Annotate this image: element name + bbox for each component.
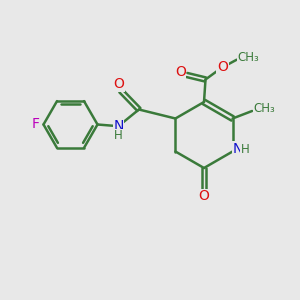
- Text: CH₃: CH₃: [237, 51, 259, 64]
- Text: O: O: [199, 189, 209, 203]
- Text: N: N: [233, 142, 243, 156]
- Text: O: O: [217, 60, 228, 74]
- Text: N: N: [113, 119, 124, 133]
- Text: H: H: [114, 129, 123, 142]
- Text: H: H: [241, 142, 250, 156]
- Text: O: O: [113, 77, 124, 91]
- Text: CH₃: CH₃: [254, 101, 276, 115]
- Text: O: O: [175, 65, 186, 79]
- Text: F: F: [32, 118, 40, 131]
